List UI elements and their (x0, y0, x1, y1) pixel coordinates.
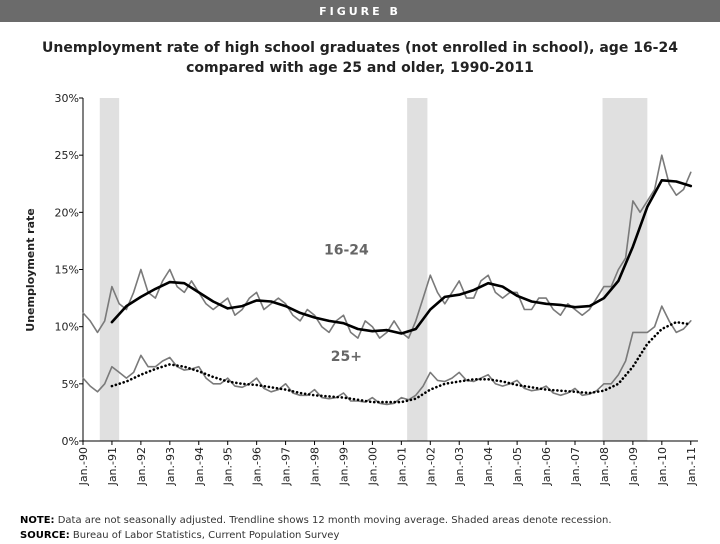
x-tick-label: Jan.-02 (424, 447, 437, 486)
note: NOTE: Data are not seasonally adjusted. … (20, 515, 612, 526)
series-line (82, 154, 692, 339)
annotation: 25+ (331, 349, 362, 365)
y-tick-label: 0% (62, 435, 79, 448)
x-tick-label: Jan.-91 (106, 447, 119, 486)
x-tick-label: Jan.-95 (222, 447, 235, 486)
source-label: SOURCE: (20, 530, 70, 540)
x-tick-label: Jan.-05 (511, 447, 524, 486)
header: FIGURE B (319, 5, 401, 18)
recession-band (99, 98, 120, 441)
y-tick-label: 20% (55, 206, 79, 219)
x-tick-label: Jan.-98 (309, 447, 322, 486)
chart-title: Unemployment rate of high school graduat… (42, 40, 678, 56)
source-text: Bureau of Labor Statistics, Current Popu… (73, 530, 340, 540)
x-tick-label: Jan.-10 (656, 447, 669, 486)
note-label: NOTE: (20, 515, 55, 526)
y-tick-label: 30% (55, 92, 79, 105)
chart-title: compared with age 25 and older, 1990-201… (186, 60, 534, 76)
source: SOURCE: Bureau of Labor Statistics, Curr… (20, 530, 339, 540)
x-tick-label: Jan.-97 (280, 447, 293, 486)
x-tick-label: Jan.-07 (569, 447, 582, 486)
x-tick-label: Jan.-08 (598, 447, 611, 486)
y-tick-label: 25% (55, 149, 79, 162)
x-tick-label: Jan.-92 (135, 447, 148, 486)
series-line (110, 179, 693, 335)
x-tick-label: Jan.-06 (540, 447, 553, 486)
x-tick-label: Jan.-90 (77, 447, 90, 486)
x-tick-label: Jan.-99 (337, 447, 350, 486)
x-tick-label: Jan.-00 (366, 447, 379, 486)
plot: 0% 5% 10% 15% 20% 25% 30% Jan.-90 Jan.-91 Jan.-92… (55, 92, 698, 486)
x-tick-label: Jan.-03 (453, 447, 466, 486)
x-tick-label: Jan.-93 (164, 447, 177, 486)
x-tick-label: Jan.-94 (193, 447, 206, 486)
recession-band (407, 98, 428, 441)
y-axis-label: Unemployment rate (24, 208, 37, 331)
x-tick-label: Jan.-01 (395, 447, 408, 486)
series-line (110, 320, 693, 404)
recession-band (602, 98, 648, 441)
x-tick-label: Jan.-04 (482, 447, 495, 486)
y-tick-label: 10% (55, 321, 79, 334)
y-tick-label: 15% (55, 264, 79, 277)
x-tick-label: Jan.-09 (627, 447, 640, 486)
annotation: 16-24 (324, 243, 369, 259)
x-tick-label: Jan.-96 (251, 447, 264, 486)
x-tick-label: Jan.-11 (685, 447, 698, 486)
header-bar (0, 0, 720, 22)
note-text: Data are not seasonally adjusted. Trendl… (58, 515, 612, 526)
y-tick-label: 5% (62, 378, 79, 391)
series-line (82, 305, 692, 406)
